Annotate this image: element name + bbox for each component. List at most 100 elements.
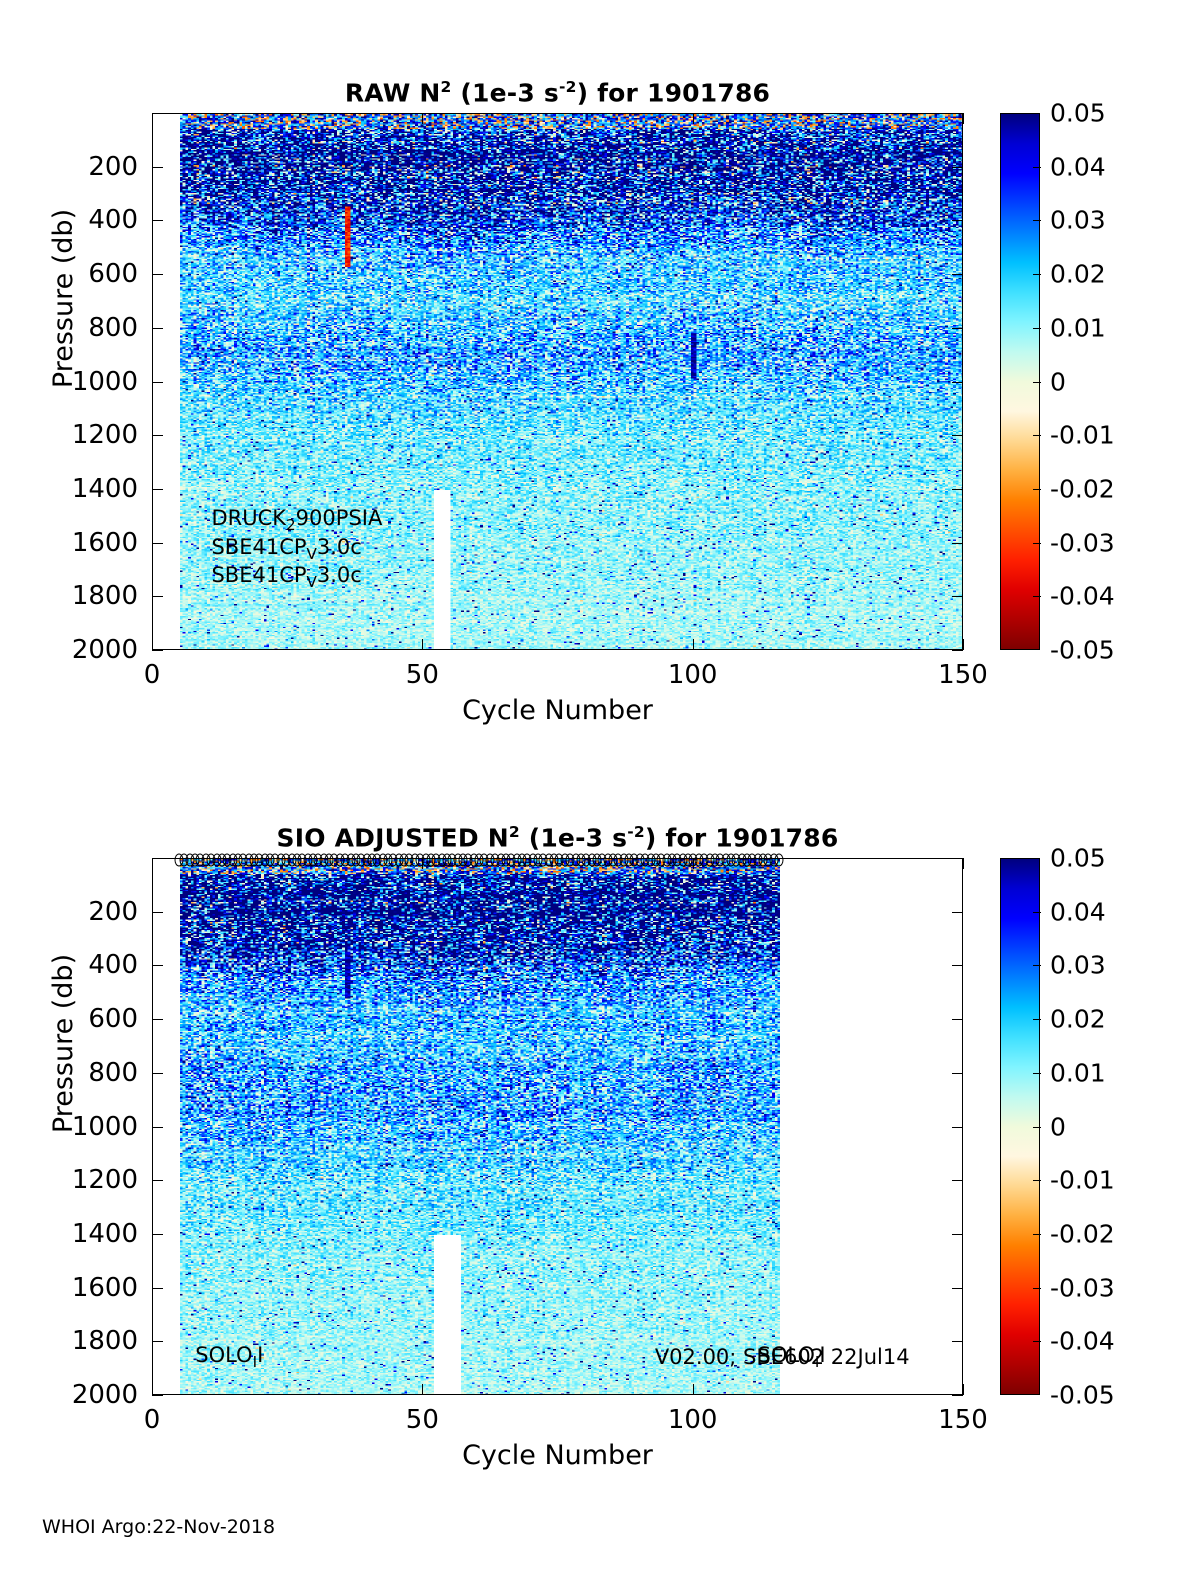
colorbar-tick bbox=[1033, 1019, 1041, 1021]
y-axis-tick-label: 200 bbox=[88, 151, 138, 182]
colorbar-gradient-raw bbox=[1001, 114, 1039, 649]
colorbar-tick bbox=[1033, 1180, 1041, 1182]
colorbar-tick bbox=[1033, 542, 1041, 544]
y-axis-tick-label: 1400 bbox=[71, 1218, 138, 1249]
colorbar-tick bbox=[1033, 1233, 1041, 1235]
y-axis-tick bbox=[152, 1287, 163, 1289]
y-axis-tick bbox=[952, 1180, 963, 1182]
y-axis-tick bbox=[152, 1126, 163, 1128]
heatmap-raw bbox=[153, 114, 962, 649]
y-axis-tick bbox=[152, 166, 163, 168]
colorbar-tick-label: 0.01 bbox=[1050, 1058, 1106, 1088]
y-axis-tick bbox=[952, 435, 963, 437]
colorbar-tick bbox=[1033, 1126, 1041, 1128]
colorbar-tick bbox=[1033, 274, 1041, 276]
y-axis-tick-label: 1800 bbox=[71, 1326, 138, 1357]
y-axis-tick bbox=[152, 1233, 163, 1235]
colorbar-tick-label: 0 bbox=[1050, 367, 1066, 396]
title-text-suffix: ) for 1901786 bbox=[576, 78, 771, 108]
y-axis-tick bbox=[952, 274, 963, 276]
y-axis-tick-label: 800 bbox=[88, 312, 138, 343]
panel-raw-title: RAW N2 (1e-3 s-2) for 1901786 bbox=[152, 78, 963, 107]
colorbar-tick bbox=[1033, 220, 1041, 222]
y-axis-tick bbox=[152, 1072, 163, 1074]
colorbar-tick-label: 0.02 bbox=[1050, 1004, 1106, 1034]
y-axis-tick bbox=[952, 220, 963, 222]
title-superscript-2: 2 bbox=[508, 823, 520, 841]
y-axis-tick bbox=[152, 488, 163, 490]
y-axis-tick bbox=[152, 542, 163, 544]
x-axis-tick bbox=[152, 858, 153, 869]
y-axis-tick bbox=[952, 965, 963, 967]
y-axis-tick bbox=[952, 1072, 963, 1074]
y-axis-tick bbox=[152, 1019, 163, 1021]
plot-area-adjusted[interactable] bbox=[152, 858, 963, 1395]
x-axis-tick bbox=[422, 858, 424, 869]
y-axis-tick bbox=[952, 166, 963, 168]
x-axis-tick bbox=[152, 639, 153, 650]
y-axis-tick-label: 1200 bbox=[71, 1165, 138, 1196]
y-axis-tick bbox=[952, 1233, 963, 1235]
y-axis-tick bbox=[952, 1126, 963, 1128]
colorbar-tick bbox=[1033, 596, 1041, 598]
colorbar-gradient-adjusted bbox=[1001, 859, 1039, 1394]
x-axis-tick bbox=[963, 858, 964, 869]
y-axis-tick-label: 1000 bbox=[71, 366, 138, 397]
y-axis-tick-label: 1200 bbox=[71, 420, 138, 451]
x-axis-tick bbox=[692, 1384, 694, 1395]
colorbar-tick-label: -0.04 bbox=[1050, 1326, 1115, 1356]
y-axis-tick-label: 1400 bbox=[71, 473, 138, 504]
plot-area-raw[interactable] bbox=[152, 113, 963, 650]
colorbar-tick-label: 0.03 bbox=[1050, 950, 1106, 980]
panel-raw: RAW N2 (1e-3 s-2) for 1901786 200 400 600 8… bbox=[0, 0, 1200, 760]
y-axis-tick bbox=[952, 327, 963, 329]
figure-footer: WHOI Argo:22-Nov-2018 bbox=[42, 1516, 276, 1538]
y-axis-tick-label: 1600 bbox=[71, 527, 138, 558]
colorbar-tick-label: 0.03 bbox=[1050, 205, 1106, 235]
y-axis-tick bbox=[952, 1287, 963, 1289]
title-superscript-minus2: -2 bbox=[558, 78, 577, 96]
y-axis-tick-label: 200 bbox=[88, 896, 138, 927]
x-axis-tick bbox=[692, 113, 694, 124]
x-axis-tick-label: 0 bbox=[143, 1405, 161, 1435]
y-axis-tick bbox=[152, 1341, 163, 1343]
y-axis-tick-label: 2000 bbox=[71, 1380, 138, 1410]
xaxis-label-raw: Cycle Number bbox=[462, 695, 653, 726]
colorbar-tick bbox=[1033, 1072, 1041, 1074]
y-axis-tick bbox=[152, 965, 163, 967]
y-axis-tick bbox=[952, 542, 963, 544]
x-axis-tick-label: 150 bbox=[938, 660, 988, 690]
colorbar-tick-label: -0.04 bbox=[1050, 581, 1115, 611]
qc-flag-marker bbox=[774, 853, 784, 867]
colorbar-tick-label: -0.02 bbox=[1050, 1219, 1115, 1249]
y-axis-tick-label: 1600 bbox=[71, 1272, 138, 1303]
x-axis-tick bbox=[422, 113, 424, 124]
y-axis-tick bbox=[152, 220, 163, 222]
y-axis-tick-label: 1000 bbox=[71, 1111, 138, 1142]
panel-adjusted-title: SIO ADJUSTED N2 (1e-3 s-2) for 1901786 bbox=[152, 823, 963, 852]
colorbar-tick bbox=[1033, 965, 1041, 967]
x-axis-tick-label: 150 bbox=[938, 1405, 988, 1435]
x-axis-tick bbox=[422, 1384, 424, 1395]
colorbar-tick-label: 0 bbox=[1050, 1112, 1066, 1141]
title-superscript-2: 2 bbox=[440, 78, 452, 96]
y-axis-tick bbox=[152, 327, 163, 329]
yaxis-label-adjusted: Pressure (db) bbox=[48, 953, 79, 1134]
colorbar-tick bbox=[1033, 1287, 1041, 1289]
colorbar-tick-label: -0.05 bbox=[1050, 1380, 1115, 1410]
y-axis-tick-label: 400 bbox=[88, 950, 138, 981]
y-axis-tick bbox=[952, 1395, 963, 1396]
x-axis-tick bbox=[152, 1384, 153, 1395]
x-axis-tick bbox=[422, 639, 424, 650]
x-axis-tick bbox=[692, 639, 694, 650]
colorbar-tick-label: 0.02 bbox=[1050, 259, 1106, 289]
colorbar-tick-label: -0.03 bbox=[1050, 1273, 1115, 1303]
x-axis-tick bbox=[152, 113, 153, 124]
colorbar-tick bbox=[1033, 327, 1041, 329]
colorbar-tick-label: -0.03 bbox=[1050, 528, 1115, 558]
x-axis-tick-label: 100 bbox=[667, 660, 718, 690]
y-axis-tick bbox=[152, 1180, 163, 1182]
y-axis-tick bbox=[952, 1341, 963, 1343]
y-axis-tick bbox=[152, 596, 163, 598]
colorbar-tick bbox=[1033, 435, 1041, 437]
